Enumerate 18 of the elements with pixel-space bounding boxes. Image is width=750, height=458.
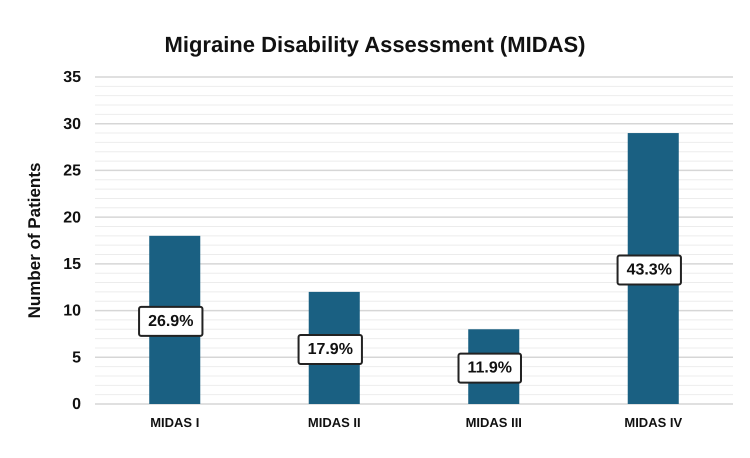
y-tick-label: 20 — [63, 209, 82, 226]
y-tick-label: 30 — [63, 116, 82, 133]
y-tick-label: 25 — [63, 162, 82, 180]
x-tick-label: MIDAS IV — [624, 415, 682, 430]
y-tick-label: 10 — [63, 302, 82, 320]
x-tick-label: MIDAS I — [150, 415, 200, 430]
annotation: 26.9% — [148, 312, 194, 330]
y-tick-label: 5 — [72, 349, 82, 366]
annotation: 17.9% — [308, 340, 353, 358]
annotation: 43.3% — [626, 262, 672, 279]
y-tick-label: 15 — [63, 256, 82, 273]
x-tick-label: MIDAS III — [466, 415, 522, 430]
x-tick-label: MIDAS II — [308, 415, 361, 430]
y-axis-title: Number of Patients — [25, 162, 44, 318]
chart-title: Migraine Disability Assessment (MIDAS) — [164, 32, 586, 57]
annotation: 11.9% — [468, 360, 512, 377]
y-tick-label: 0 — [72, 396, 82, 414]
y-tick-label: 35 — [63, 69, 82, 86]
